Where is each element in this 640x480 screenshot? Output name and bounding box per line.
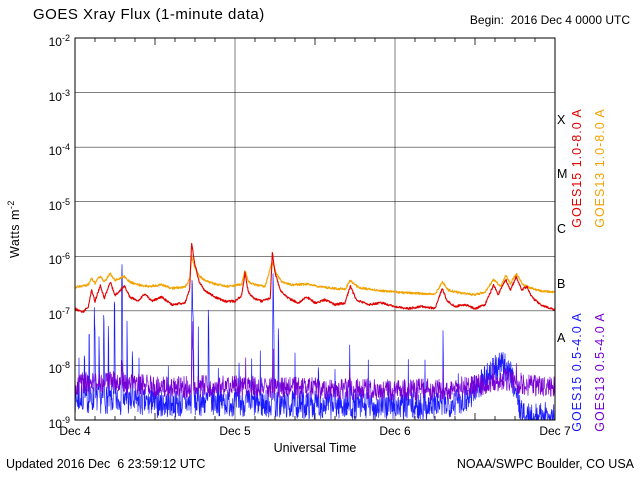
series-label-goes15-0-5-4-0-a: GOES15 0.5-4.0 A — [570, 312, 584, 432]
y-tick-label: 10-7 — [48, 305, 70, 322]
y-tick-label: 10-5 — [48, 196, 70, 213]
series-goes13-1-0-8-0-a — [74, 255, 556, 296]
chart-title: GOES Xray Flux (1-minute data) — [33, 6, 265, 23]
y-tick-label: 10-3 — [48, 87, 70, 104]
credit-text: NOAA/SWPC Boulder, CO USA — [456, 457, 634, 471]
begin-timestamp: Begin: 2016 Dec 4 0000 UTC — [469, 13, 630, 27]
updated-timestamp: Updated 2016 Dec 6 23:59:12 UTC — [6, 457, 206, 471]
series-label-goes15-1-0-8-0-a: GOES15 1.0-8.0 A — [570, 108, 584, 228]
series-goes13-0-5-4-0-a — [74, 321, 556, 401]
series-label-goes13-0-5-4-0-a: GOES13 0.5-4.0 A — [593, 312, 607, 432]
y-axis-label-text: Watts m — [8, 209, 23, 258]
x-tick-label: Dec 4 — [59, 424, 91, 438]
x-tick-label: Dec 5 — [219, 424, 251, 438]
x-axis-label: Universal Time — [273, 441, 357, 455]
y-tick-label: 10-4 — [48, 142, 70, 159]
y-axis-label-exponent: -2 — [5, 200, 16, 210]
flare-class-label-x: X — [557, 112, 566, 127]
y-tick-label: 10-6 — [48, 251, 70, 268]
x-tick-label: Dec 6 — [379, 424, 411, 438]
series-goes15-1-0-8-0-a — [74, 242, 556, 313]
y-tick-label: 10-8 — [48, 360, 70, 377]
flare-class-label-a: A — [557, 331, 566, 346]
flare-class-label-m: M — [557, 167, 568, 182]
plot-border — [74, 37, 556, 421]
series-label-goes13-1-0-8-0-a: GOES13 1.0-8.0 A — [593, 108, 607, 228]
x-tick-label: Dec 7 — [539, 424, 571, 438]
y-tick-label: 10-9 — [48, 415, 70, 431]
flare-class-label-b: B — [557, 276, 566, 291]
y-tick-label: 10-2 — [48, 33, 70, 49]
y-axis-label: Watts m-2 — [6, 200, 22, 258]
flare-class-label-c: C — [557, 222, 567, 236]
